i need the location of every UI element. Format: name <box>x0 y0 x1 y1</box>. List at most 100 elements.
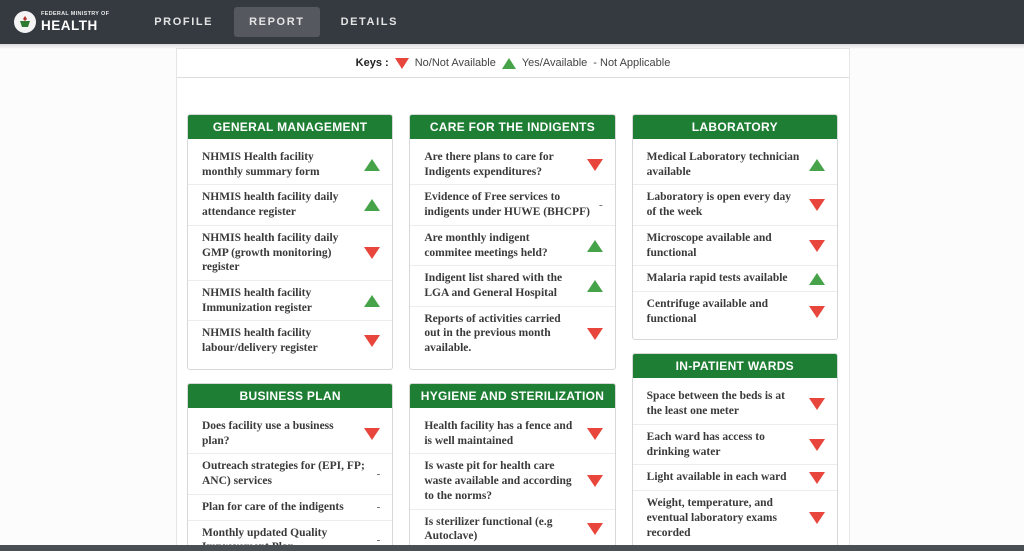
red-down-triangle-icon <box>394 57 409 69</box>
cards-grid: GENERAL MANAGEMENT NHMIS Health facility … <box>177 78 849 551</box>
red-down-triangle-icon <box>586 427 603 440</box>
checklist-item-text: Health facility has a fence and is well … <box>424 419 573 447</box>
checklist-item: Indigent list shared with the LGA and Ge… <box>410 265 615 305</box>
red-down-triangle-icon <box>808 199 825 212</box>
checklist-item: Does facility use a business plan? <box>188 414 392 453</box>
green-up-triangle-icon <box>808 272 825 285</box>
red-down-triangle-icon <box>808 512 825 525</box>
legend-yes-text: Yes/Available <box>521 57 588 69</box>
checklist-item-text: Light available in each ward <box>646 471 787 484</box>
checklist-item: Health facility has a fence and is well … <box>410 414 614 453</box>
checklist-item: NHMIS health facility daily GMP (growth … <box>188 224 393 280</box>
card-body: Health facility has a fence and is well … <box>410 408 615 551</box>
red-down-triangle-icon <box>364 246 381 259</box>
checklist-item: Light available in each ward <box>632 464 837 490</box>
checklist-item-text: NHMIS Health facility monthly summary fo… <box>202 151 320 178</box>
checklist-item-text: Evidence of Free services to indigents u… <box>424 191 590 219</box>
checklist-item-text: NHMIS health facility labour/delivery re… <box>202 327 318 355</box>
checklist-item-text: NHMIS health facility daily GMP (growth … <box>202 231 339 274</box>
card-body: Medical Laboratory technician available L… <box>632 139 837 339</box>
nav-item-report[interactable]: REPORT <box>234 7 320 37</box>
legend-label: Keys : <box>355 57 389 69</box>
logo-line2: HEALTH <box>41 17 98 33</box>
ministry-logo: FEDERAL MINISTRY OF HEALTH <box>14 11 109 33</box>
card-column-3: LABORATORY Medical Laboratory technician … <box>631 114 838 551</box>
card-in-patient-wards: IN-PATIENT WARDS Space between the beds i… <box>631 353 838 551</box>
card-title: CARE FOR THE INDIGENTS <box>410 115 615 139</box>
checklist-item-text: NHMIS health facility Immunization regis… <box>202 287 312 314</box>
checklist-item-text: Plan for care of the indigents <box>202 500 344 513</box>
green-up-triangle-icon <box>586 280 603 293</box>
checklist-item: Are monthly indigent commitee meetings h… <box>410 224 615 265</box>
nav-item-details[interactable]: DETAILS <box>340 16 399 28</box>
checklist-item-text: NHMIS health facility daily attendance r… <box>202 191 339 219</box>
checklist-item-text: Each ward has access to drinking water <box>646 430 765 458</box>
checklist-item-text: Laboratory is open every day of the week <box>646 191 792 219</box>
legend-na-text: - Not Applicable <box>593 57 671 69</box>
nav-items: PROFILE REPORT DETAILS <box>139 7 419 37</box>
green-up-triangle-icon <box>501 57 516 69</box>
red-down-triangle-icon <box>586 158 603 171</box>
red-down-triangle-icon <box>808 239 825 252</box>
green-up-triangle-icon <box>364 199 381 212</box>
red-down-triangle-icon <box>586 523 603 536</box>
bottom-window-edge <box>0 545 1024 551</box>
checklist-item-text: Are monthly indigent commitee meetings h… <box>424 231 548 259</box>
checklist-item-text: Centrifuge available and functional <box>646 298 769 325</box>
card-general-management: GENERAL MANAGEMENT NHMIS Health facility … <box>187 114 394 370</box>
green-up-triangle-icon <box>586 239 603 252</box>
checklist-item: NHMIS health facility daily attendance r… <box>188 184 393 224</box>
card-body: Does facility use a business plan? Outrea… <box>188 408 393 551</box>
logo-line1: FEDERAL MINISTRY OF <box>41 11 110 17</box>
checklist-item-text: Does facility use a business plan? <box>202 419 334 447</box>
not-applicable-dash-icon: - <box>376 468 381 481</box>
card-business-plan: BUSINESS PLAN Does facility use a busines… <box>187 382 394 551</box>
checklist-item: Evidence of Free services to indigents u… <box>410 184 615 224</box>
card-title: LABORATORY <box>632 115 837 139</box>
report-panel: Keys : No/Not Available Yes/Available - … <box>176 48 850 551</box>
checklist-item-text: Malaria rapid tests available <box>646 272 788 285</box>
green-up-triangle-icon <box>364 158 381 171</box>
card-column-2: CARE FOR THE INDIGENTS Are there plans to… <box>409 114 616 551</box>
red-down-triangle-icon <box>364 335 381 348</box>
not-applicable-dash-icon: - <box>376 534 381 547</box>
checklist-item: NHMIS Health facility monthly summary fo… <box>188 145 392 184</box>
checklist-item-text: Is waste pit for health care waste avail… <box>424 460 572 502</box>
red-down-triangle-icon <box>808 438 825 451</box>
card-hygiene-and-sterilization: HYGIENE AND STERILIZATION Health facility… <box>409 382 616 551</box>
card-title: GENERAL MANAGEMENT <box>188 115 393 139</box>
checklist-item-text: Reports of activities carried out in the… <box>424 312 561 355</box>
red-down-triangle-icon <box>808 471 825 484</box>
checklist-item: Is sterilizer functional (e.g Autoclave) <box>410 508 615 549</box>
checklist-item: Laboratory is open every day of the week <box>632 184 837 224</box>
checklist-item: Each ward has access to drinking water <box>632 423 837 464</box>
card-body: Space between the beds is at the least o… <box>632 378 837 551</box>
green-up-triangle-icon <box>364 294 381 307</box>
red-down-triangle-icon <box>364 427 381 440</box>
card-laboratory: LABORATORY Medical Laboratory technician … <box>631 114 838 341</box>
checklist-item: Weight, temperature, and eventual labora… <box>632 490 837 545</box>
checklist-item-text: Indigent list shared with the LGA and Ge… <box>424 272 563 300</box>
checklist-item: Is waste pit for health care waste avail… <box>410 453 615 508</box>
card-column-1: GENERAL MANAGEMENT NHMIS Health facility … <box>187 114 394 551</box>
checklist-item-text: Is sterilizer functional (e.g Autoclave) <box>424 515 553 543</box>
checklist-item: Reports of activities carried out in the… <box>410 305 615 361</box>
legend-bar: Keys : No/Not Available Yes/Available - … <box>177 49 849 78</box>
checklist-item: Outreach strategies for (EPI, FP; ANC) s… <box>188 453 393 493</box>
card-care-for-the-indigents: CARE FOR THE INDIGENTS Are there plans to… <box>409 114 616 370</box>
checklist-item: Medical Laboratory technician available <box>633 145 837 184</box>
checklist-item: Are there plans to care for Indigents ex… <box>410 145 614 184</box>
red-down-triangle-icon <box>808 305 825 318</box>
red-down-triangle-icon <box>586 327 603 340</box>
checklist-item: Space between the beds is at the least o… <box>633 384 837 423</box>
card-title: BUSINESS PLAN <box>188 383 393 408</box>
checklist-item-text: Outreach strategies for (EPI, FP; ANC) s… <box>202 460 365 488</box>
checklist-item-text: Space between the beds is at the least o… <box>646 390 785 418</box>
checklist-item-text: Medical Laboratory technician available <box>646 151 800 178</box>
checklist-item: NHMIS health facility labour/delivery re… <box>188 320 393 360</box>
card-title: HYGIENE AND STERILIZATION <box>410 383 615 408</box>
nav-item-profile[interactable]: PROFILE <box>154 16 214 28</box>
top-navbar: FEDERAL MINISTRY OF HEALTH PROFILE REPORT… <box>0 0 1024 49</box>
checklist-item-text: Are there plans to care for Indigents ex… <box>424 151 554 178</box>
card-body: NHMIS Health facility monthly summary fo… <box>188 139 393 369</box>
